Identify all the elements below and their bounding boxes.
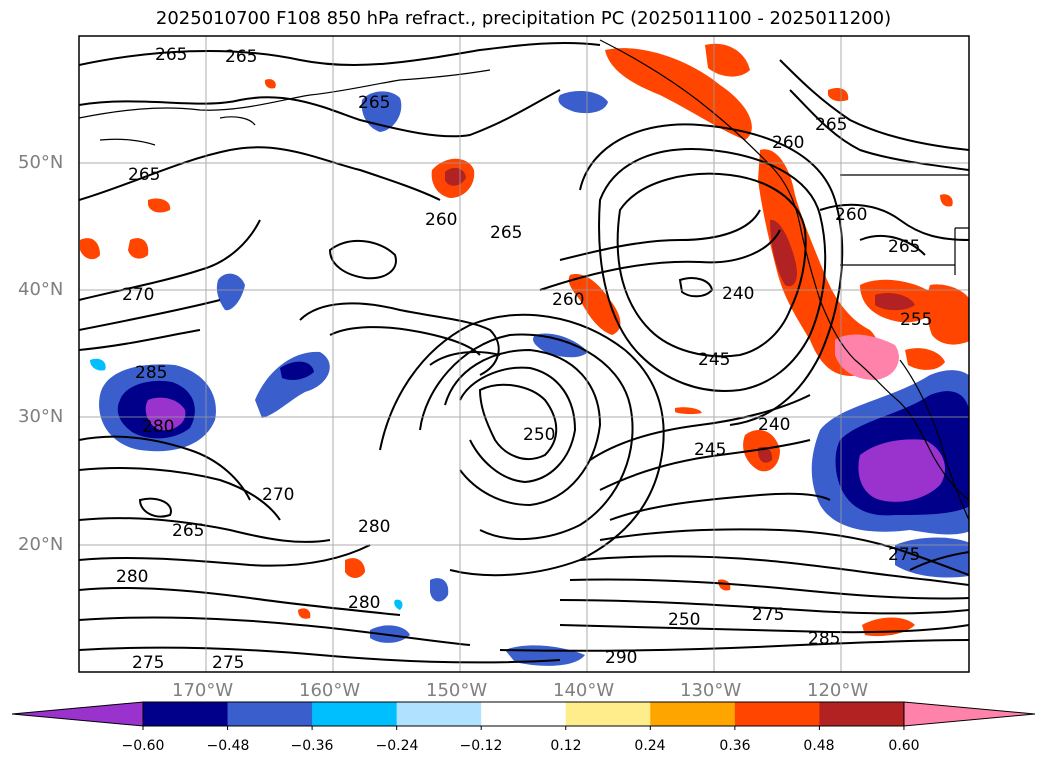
- contour-label: 265: [128, 165, 160, 185]
- colorbar-extend-low: [11, 701, 144, 727]
- contour-label: 285: [808, 629, 840, 649]
- contour-label: 280: [348, 593, 380, 613]
- colorbar-tick-label: 0.24: [634, 738, 666, 754]
- contour-label: 255: [900, 310, 932, 330]
- contour-label: 250: [668, 610, 700, 630]
- contour-label: 280: [142, 417, 174, 437]
- contour-label: 265: [815, 115, 847, 135]
- colorbar-extend-high: [903, 701, 1036, 727]
- lon-label-120w: 120°W: [807, 680, 869, 701]
- coastlines: [79, 39, 969, 521]
- lon-label-130w: 130°W: [680, 680, 742, 701]
- contour-label: 280: [358, 517, 390, 537]
- contour-label: 245: [694, 440, 726, 460]
- lat-label-50n: 50°N: [18, 152, 64, 173]
- map-title: 2025010700 F108 850 hPa refract., precip…: [155, 8, 892, 29]
- lat-label-30n: 30°N: [18, 406, 64, 427]
- colorbar-tick-label: 0.60: [888, 738, 920, 754]
- refractivity-contours: [79, 41, 969, 664]
- colorbar: [11, 701, 1036, 730]
- contour-label: 275: [888, 545, 920, 565]
- colorbar-segment: [143, 702, 229, 726]
- contour-label: 275: [212, 653, 244, 673]
- contour-label: 270: [122, 285, 154, 305]
- colorbar-tick-label: −0.12: [459, 738, 503, 754]
- contour-label: 260: [552, 290, 584, 310]
- contour-label: 265: [888, 237, 920, 257]
- contour-label: 250: [523, 425, 555, 445]
- map-plot: 265 265 265 265 270 285 280 270 265 280 …: [79, 36, 969, 673]
- contour-label: 265: [172, 521, 204, 541]
- colorbar-tick-label: −0.36: [290, 738, 334, 754]
- colorbar-tick-label: −0.24: [375, 738, 419, 754]
- contour-label: 285: [135, 363, 167, 383]
- contour-label: 260: [772, 133, 804, 153]
- colorbar-tick-label: 0.12: [550, 738, 582, 754]
- positive-precip-areas: [80, 43, 969, 637]
- lon-label-140w: 140°W: [553, 680, 615, 701]
- contour-label: 265: [155, 45, 187, 65]
- contour-label: 275: [132, 653, 164, 673]
- contour-label: 265: [225, 47, 257, 67]
- graticule: [79, 36, 969, 672]
- colorbar-segment: [650, 702, 736, 726]
- colorbar-segment: [396, 702, 482, 726]
- contour-label: 245: [698, 350, 730, 370]
- contour-labels: 265 265 265 265 270 285 280 270 265 280 …: [116, 45, 932, 673]
- colorbar-tick-label: 0.48: [803, 738, 835, 754]
- contour-label: 265: [358, 93, 390, 113]
- contour-label: 290: [605, 648, 637, 668]
- contour-label: 240: [722, 284, 754, 304]
- lat-label-20n: 20°N: [18, 534, 64, 555]
- contour-label: 275: [752, 605, 784, 625]
- colorbar-segment: [734, 702, 820, 726]
- colorbar-tick-label: −0.60: [121, 738, 165, 754]
- colorbar-segment: [481, 702, 567, 726]
- colorbar-frame: [142, 701, 905, 727]
- lon-label-150w: 150°W: [426, 680, 488, 701]
- contour-label: 270: [262, 485, 294, 505]
- colorbar-segment: [312, 702, 398, 726]
- lat-label-40n: 40°N: [18, 279, 64, 300]
- colorbar-tick-label: −0.48: [206, 738, 250, 754]
- lon-label-160w: 160°W: [299, 680, 361, 701]
- colorbar-tick-label: 0.36: [719, 738, 751, 754]
- contour-label: 260: [425, 210, 457, 230]
- contour-label: 260: [835, 205, 867, 225]
- colorbar-segment: [227, 702, 313, 726]
- colorbar-segment: [819, 702, 905, 726]
- map-frame: [78, 35, 970, 673]
- contour-label: 240: [758, 415, 790, 435]
- contour-label: 280: [116, 567, 148, 587]
- contour-label: 265: [490, 223, 522, 243]
- lon-label-170w: 170°W: [172, 680, 234, 701]
- colorbar-segment: [565, 702, 651, 726]
